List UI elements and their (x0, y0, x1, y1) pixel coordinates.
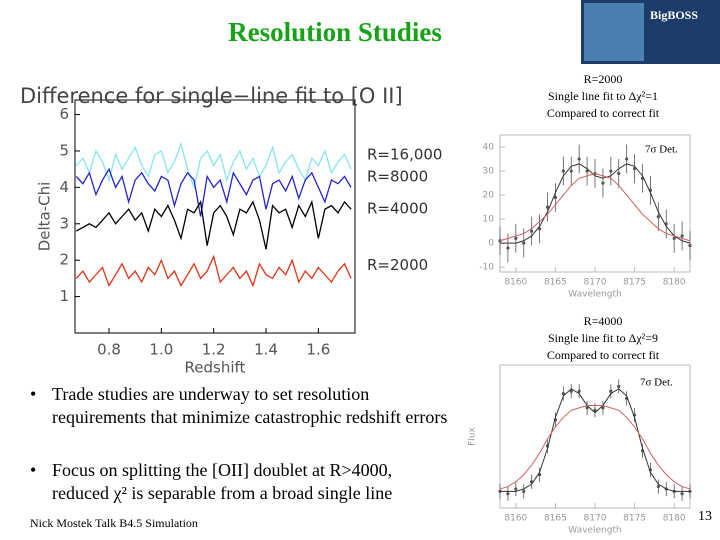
x-tick-label: 1.0 (149, 341, 173, 359)
x-tick-label: 8175 (623, 278, 646, 288)
bullet-text: Focus on splitting the [OII] doublet at … (52, 460, 393, 503)
data-point (569, 389, 573, 393)
x-axis-label: Wavelength (568, 290, 621, 300)
y-tick-label: 20 (483, 191, 495, 201)
series-line (75, 141, 352, 190)
chart-title: R=2000 (584, 72, 623, 86)
bullet-text: Trade studies are underway to set resolu… (52, 384, 448, 427)
data-point (585, 406, 589, 410)
x-tick-label: 8180 (663, 514, 686, 524)
x-tick-label: 8165 (544, 278, 567, 288)
x-tick-label: 8175 (623, 514, 646, 524)
data-point (680, 492, 684, 496)
data-point (569, 169, 573, 173)
fit-curve (500, 388, 690, 492)
x-tick-label: 8160 (504, 278, 527, 288)
data-point (601, 406, 605, 410)
x-tick-label: 8160 (504, 514, 527, 524)
fit-curve (499, 172, 691, 242)
y-tick-label: 3 (59, 214, 69, 232)
data-point (498, 239, 502, 243)
series-line (75, 167, 352, 217)
data-point (609, 169, 613, 173)
series-line (75, 199, 352, 250)
fit-curve (500, 163, 691, 244)
annotation: 7σ Det. (645, 144, 678, 156)
y-axis-label: Delta-Chi (36, 182, 54, 252)
data-point (545, 205, 550, 209)
y-axis-label: Flux (468, 426, 478, 445)
fit-curve (499, 405, 691, 490)
chart-subtitle: Compared to correct fit (547, 106, 660, 120)
y-tick-label: 1 (59, 287, 69, 305)
x-axis-label: Wavelength (568, 526, 621, 536)
chart-subtitle: Single line fit to Δχ²=1 (548, 89, 658, 103)
data-point (585, 169, 589, 173)
y-tick-label: 6 (59, 105, 69, 123)
data-point (680, 234, 684, 238)
page-number: 13 (698, 509, 712, 524)
data-point (553, 195, 558, 200)
chart-subtitle: Single line fit to Δχ²=9 (548, 331, 658, 345)
data-point (593, 408, 597, 412)
data-point (625, 157, 629, 161)
x-tick-label: 8180 (663, 278, 686, 288)
logo-text: BigBOSS (650, 8, 698, 22)
series-label: R=16,000 (367, 146, 442, 164)
chart-title: Difference for single−line fit to [O II] (20, 84, 403, 108)
x-tick-label: 1.6 (306, 341, 330, 359)
x-tick-label: 8170 (584, 514, 607, 524)
data-point (672, 236, 676, 240)
data-point (656, 484, 660, 489)
data-point (688, 243, 692, 248)
y-tick-label: 2 (59, 251, 69, 269)
y-tick-label: -10 (479, 263, 494, 273)
data-point (522, 489, 526, 493)
y-tick-label: 10 (483, 215, 495, 225)
data-point (656, 215, 660, 219)
data-point (506, 246, 510, 250)
bullet: • Focus on splitting the [OII] doublet at… (30, 459, 450, 505)
data-point (506, 492, 510, 496)
data-point (522, 241, 526, 245)
bullet: • Trade studies are underway to set resol… (30, 383, 450, 429)
data-point (530, 229, 534, 233)
chart-subtitle: Compared to correct fit (547, 348, 660, 362)
x-tick-label: 1.2 (202, 341, 226, 359)
data-point (577, 389, 581, 393)
data-point (617, 171, 621, 176)
data-point (577, 157, 581, 161)
slide-title: Resolution Studies (228, 17, 442, 47)
y-tick-label: 4 (59, 178, 69, 196)
data-point (601, 181, 605, 185)
data-point (514, 236, 518, 240)
x-tick-label: 8170 (584, 278, 607, 288)
plot-frame (74, 99, 356, 334)
y-tick-label: 40 (483, 143, 495, 153)
y-tick-label: 5 (59, 141, 69, 159)
logo-image (584, 3, 644, 61)
data-point (561, 169, 565, 173)
series-label: R=8000 (367, 167, 428, 185)
series-label: R=4000 (367, 200, 428, 218)
x-tick-label: 8165 (544, 514, 567, 524)
y-tick-label: 0 (488, 239, 494, 249)
chart-title: R=4000 (584, 314, 623, 328)
footer: Nick Mostek Talk B4.5 Simulation (30, 516, 198, 530)
y-tick-label: 30 (483, 167, 495, 177)
x-axis-label: Redshift (185, 359, 246, 377)
plot-frame (499, 134, 691, 273)
x-tick-label: 0.8 (97, 341, 121, 359)
data-point (514, 487, 518, 491)
annotation: 7σ Det. (640, 377, 673, 389)
x-tick-label: 1.4 (254, 341, 278, 359)
series-line (75, 254, 352, 288)
data-point (609, 389, 613, 393)
series-label: R=2000 (367, 256, 428, 274)
data-point (617, 384, 621, 389)
data-point (561, 392, 565, 396)
